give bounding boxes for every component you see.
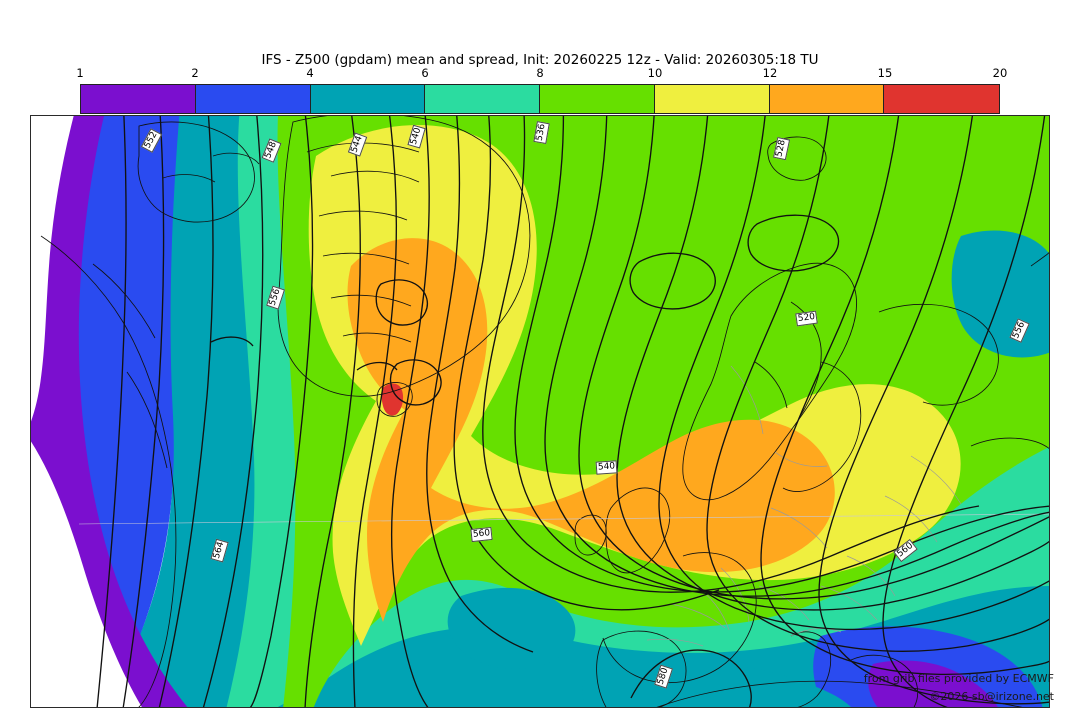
spread-fill-layer xyxy=(31,116,1049,707)
colorbar-tick-12: 12 xyxy=(762,66,778,80)
contour-label-560-9: 560 xyxy=(470,526,493,543)
contour-layer xyxy=(96,116,1049,707)
colorbar-tick-labels: 1 2 4 6 8 10 12 15 20 xyxy=(76,66,1007,82)
colorbar-segment-5 xyxy=(654,85,770,113)
colorbar-container: 1 2 4 6 8 10 12 15 20 xyxy=(76,66,1007,114)
colorbar-segment-4 xyxy=(540,85,655,113)
data-source-credit: from grib files provided by ECMWF xyxy=(863,672,1054,685)
colorbar-tick-2: 2 xyxy=(191,66,199,80)
contour-label-540-8: 540 xyxy=(595,460,618,475)
colorbar-tick-6: 6 xyxy=(421,66,429,80)
map-canvas xyxy=(31,116,1049,707)
colorbar-tick-8: 8 xyxy=(536,66,544,80)
page-title: IFS - Z500 (gpdam) mean and spread, Init… xyxy=(261,52,819,68)
copyright-credit: ©2026 sb@irizone.net xyxy=(929,690,1054,703)
colorbar-segment-6 xyxy=(769,85,885,113)
colorbar-segment-2 xyxy=(310,85,426,113)
colorbar-tick-4: 4 xyxy=(306,66,314,80)
colorbar-segment-7 xyxy=(884,85,999,113)
colorbar-tick-1: 1 xyxy=(76,66,84,80)
colorbar-segment-0 xyxy=(81,85,196,113)
colorbar-segment-3 xyxy=(425,85,540,113)
colorbar-tick-20: 20 xyxy=(992,66,1008,80)
colorbar-tick-10: 10 xyxy=(647,66,663,80)
colorbar xyxy=(80,84,1000,114)
colorbar-tick-15: 15 xyxy=(877,66,893,80)
colorbar-segment-1 xyxy=(195,85,311,113)
map-frame[interactable]: 552 556 548 544 540 536 528 520 540 560 560 556 564 5… xyxy=(30,115,1050,708)
